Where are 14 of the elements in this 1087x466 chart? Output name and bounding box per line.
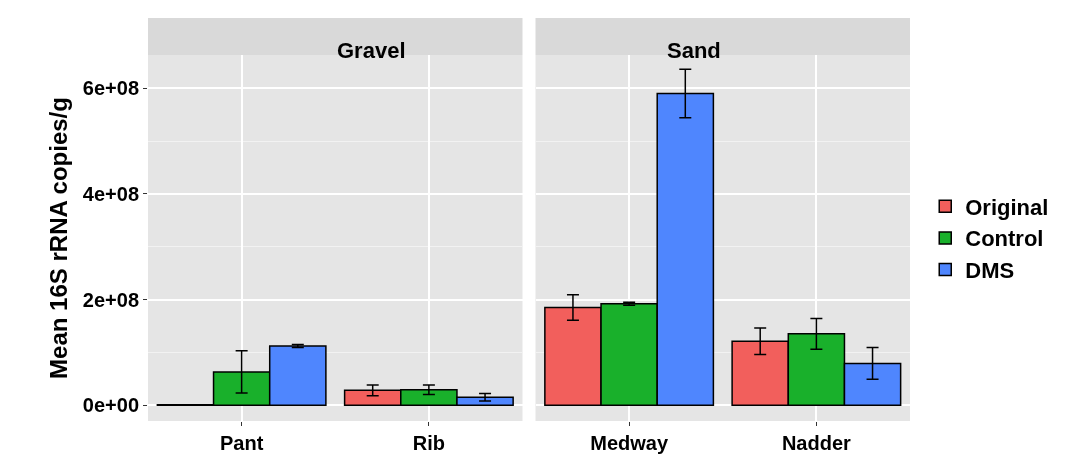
x-tick-label: Medway [590, 432, 669, 454]
y-tick-label: 2e+08 [82, 288, 139, 311]
x-tick-label: Nadder [781, 432, 852, 454]
legend-label: Original [965, 194, 1049, 220]
chart-title: Sand [667, 38, 721, 63]
x-tick-label: Rib [412, 432, 445, 454]
y-axis-title: Mean 16S rRNA copies/g [44, 97, 72, 379]
legend-label: Control [965, 226, 1044, 252]
y-tick-label: 0e+00 [82, 394, 139, 417]
legend-label: DMS [965, 258, 1015, 284]
y-tick-label: 6e+08 [82, 77, 139, 100]
chart-title: Gravel [337, 38, 406, 63]
x-tick-label: Pant [219, 432, 264, 454]
y-tick-label: 4e+08 [82, 182, 139, 205]
